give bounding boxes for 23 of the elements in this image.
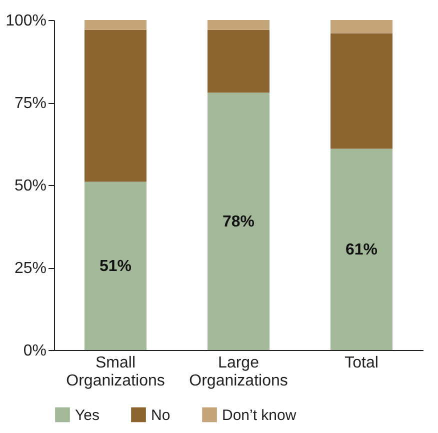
bar: [84, 182, 146, 350]
legend-label: Don’t know: [222, 406, 296, 424]
bar: [208, 20, 270, 30]
x-tick-label: Total: [344, 354, 378, 372]
y-tick-label: 0%: [23, 342, 46, 360]
legend-label: No: [151, 406, 170, 424]
data-label: 61%: [345, 241, 378, 258]
x-tick-label: Small Organizations: [66, 354, 165, 390]
y-tick-label: 75%: [14, 95, 46, 112]
bar: [208, 30, 270, 93]
data-label: 51%: [99, 258, 132, 275]
y-tick-label: 50%: [14, 178, 46, 194]
bar: [208, 92, 270, 350]
bar: [84, 30, 146, 182]
data-label: 78%: [222, 213, 255, 230]
y-tick-label: 25%: [14, 260, 46, 277]
legend-label: Yes: [75, 406, 100, 424]
x-tick-label: Large Organizations: [189, 354, 288, 390]
bar: [330, 148, 392, 350]
y-tick-label: 100%: [6, 12, 46, 30]
bar: [84, 20, 146, 30]
bar: [330, 33, 392, 149]
bar: [330, 20, 392, 34]
